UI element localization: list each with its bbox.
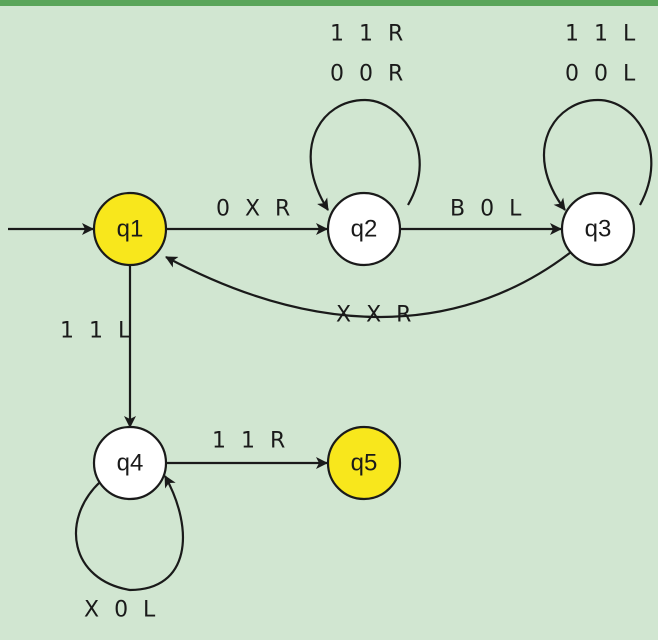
transition-label-q4-q5: 1 1 R — [212, 429, 289, 454]
top-bar — [0, 0, 658, 6]
state-label-q1: q1 — [117, 216, 144, 243]
transition-q4-q4 — [75, 475, 184, 592]
state-q4 — [92, 425, 168, 501]
state-q1 — [92, 191, 168, 267]
transition-label-q1-q4: 1 1 L — [60, 319, 134, 344]
transition-label-q2-q2: 0 0 R — [330, 62, 407, 87]
transition-label-q1-q2: 0 X R — [216, 197, 294, 222]
transition-q2-q2 — [309, 98, 421, 211]
transition-label-q3-q1: X X R — [336, 303, 415, 328]
state-q3 — [560, 191, 636, 267]
transition-label-q3-q3: 1 1 L — [565, 22, 639, 47]
state-label-q2: q2 — [351, 216, 378, 243]
state-label-q4: q4 — [117, 450, 144, 477]
state-q2 — [326, 191, 402, 267]
state-q5 — [326, 425, 402, 501]
transition-label-q2-q2: 1 1 R — [330, 22, 407, 47]
state-label-q3: q3 — [585, 216, 612, 243]
transition-q3-q1 — [165, 251, 572, 319]
transition-label-q3-q3: 0 0 L — [565, 62, 639, 87]
transition-label-q2-q3: B 0 L — [450, 197, 525, 222]
transition-label-q4-q4: X 0 L — [84, 598, 159, 623]
state-label-q5: q5 — [351, 450, 378, 477]
transition-q3-q3 — [543, 98, 653, 211]
